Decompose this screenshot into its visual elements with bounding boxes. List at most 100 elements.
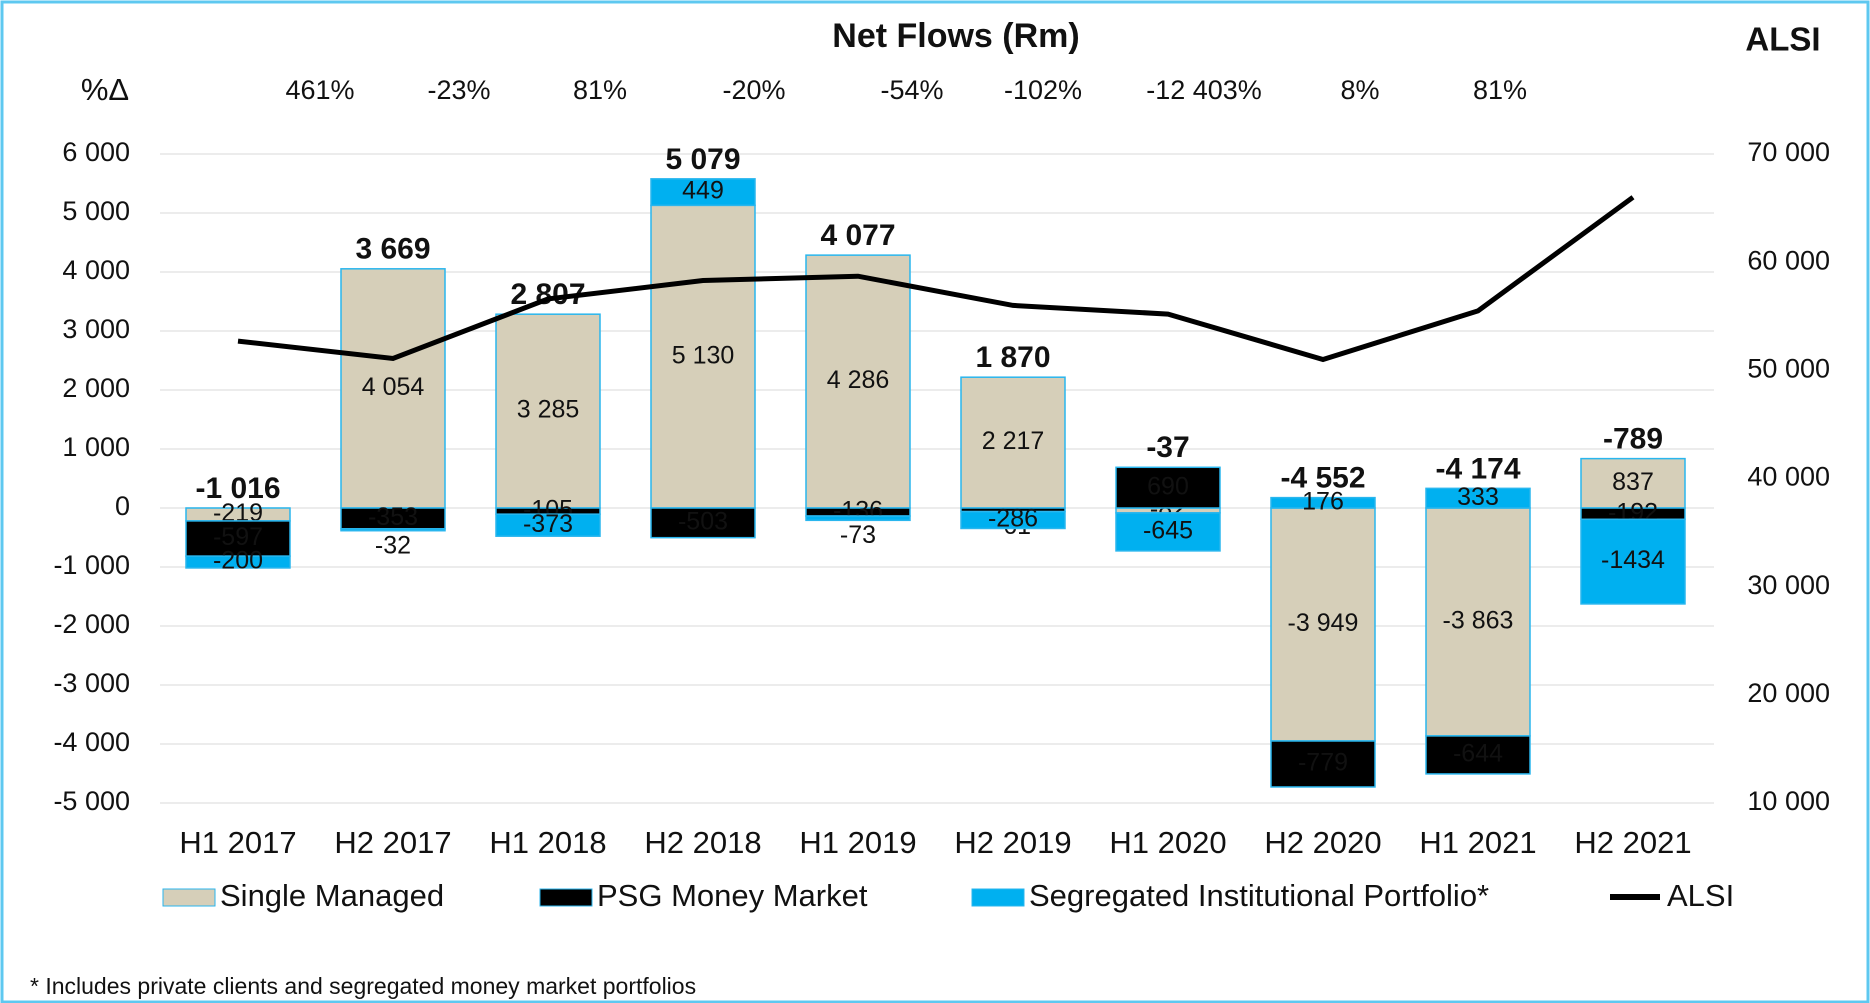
total-label: -1 016 (195, 472, 280, 505)
value-label: -32 (375, 531, 411, 559)
bar-segment (185, 555, 291, 569)
value-label: -3 949 (1288, 609, 1359, 637)
value-label: -1434 (1601, 546, 1665, 574)
bar-segment (1580, 457, 1686, 509)
y-tick-label: -2 000 (53, 609, 130, 639)
value-label: 690 (1147, 472, 1189, 500)
y-tick-label: -4 000 (53, 727, 130, 757)
y-tick-label: 0 (115, 491, 130, 521)
value-label: -73 (840, 521, 876, 549)
y-axis-label: %Δ (81, 72, 129, 107)
pct-change-label: -12 403% (1146, 75, 1262, 105)
total-label: -789 (1603, 423, 1663, 456)
value-label: -597 (213, 523, 263, 551)
x-tick-label: H2 2020 (1264, 825, 1381, 860)
y-tick-label: 2 000 (62, 373, 130, 403)
bar-segment (805, 254, 911, 509)
bar-segment (650, 507, 756, 539)
value-label: -645 (1143, 516, 1193, 544)
chart-title: Net Flows (Rm) (832, 17, 1079, 55)
y-tick-label: 5 000 (62, 196, 130, 226)
value-label: 333 (1457, 483, 1499, 511)
value-label: 4 286 (827, 366, 890, 394)
value-label: 176 (1302, 487, 1344, 515)
footnote: * Includes private clients and segregate… (30, 973, 696, 999)
legend-label: Single Managed (220, 878, 444, 913)
total-label: -37 (1146, 431, 1189, 464)
y2-tick-label: 30 000 (1747, 570, 1830, 600)
value-label: -353 (368, 503, 418, 531)
pct-change-label: 81% (573, 75, 627, 105)
pct-change-label: 461% (285, 75, 354, 105)
legend-label: Segregated Institutional Portfolio* (1029, 878, 1489, 913)
bar-segment (650, 178, 756, 207)
bar-segment (1270, 496, 1376, 509)
total-label: -4 174 (1435, 452, 1520, 485)
x-tick-label: H1 2018 (489, 825, 606, 860)
bar-segment (1580, 518, 1686, 605)
value-label: 449 (682, 177, 724, 205)
y-tick-label: -5 000 (53, 786, 130, 816)
total-label: 5 079 (665, 143, 740, 176)
y2-tick-label: 50 000 (1747, 353, 1830, 383)
value-label: -200 (213, 547, 263, 575)
bar-segment (960, 510, 1066, 530)
y2-tick-label: 40 000 (1747, 462, 1830, 492)
total-label: 4 077 (820, 219, 895, 252)
bar-segment (495, 513, 601, 537)
value-label: -3 863 (1443, 607, 1514, 635)
bar-segment (1425, 487, 1531, 509)
bar-segment (185, 520, 291, 557)
value-label: 3 285 (517, 396, 580, 424)
pct-change-label: -54% (880, 75, 943, 105)
y-tick-label: -1 000 (53, 550, 130, 580)
y2-tick-label: 70 000 (1747, 137, 1830, 167)
x-tick-label: H2 2018 (644, 825, 761, 860)
alsi-line (237, 195, 1635, 363)
bar-segment (1115, 466, 1221, 509)
total-label: 1 870 (975, 341, 1050, 374)
value-label: -644 (1453, 740, 1503, 768)
value-label: 2 217 (982, 427, 1045, 455)
bar-segment (495, 313, 601, 509)
y2-tick-label: 20 000 (1747, 678, 1830, 708)
pct-change-label: 81% (1473, 75, 1527, 105)
bar-segment (340, 268, 446, 509)
x-tick-label: H2 2019 (954, 825, 1071, 860)
x-tick-label: H1 2021 (1419, 825, 1536, 860)
bar-segment (1270, 507, 1376, 742)
value-label: -286 (988, 505, 1038, 533)
x-tick-label: H1 2017 (179, 825, 296, 860)
x-tick-label: H1 2019 (799, 825, 916, 860)
bar-segment (1425, 735, 1531, 775)
value-label: -779 (1298, 749, 1348, 777)
bar-segment (650, 204, 756, 509)
y2-tick-label: 60 000 (1747, 245, 1830, 275)
y-tick-label: 3 000 (62, 314, 130, 344)
value-label: 5 130 (672, 341, 735, 369)
value-label: -503 (678, 507, 728, 535)
legend-label: ALSI (1667, 878, 1734, 913)
bar-segment (1425, 507, 1531, 737)
value-label: 4 054 (362, 373, 425, 401)
legend-label: PSG Money Market (597, 878, 868, 913)
bar-segment (1270, 740, 1376, 788)
bar-segment (1115, 512, 1221, 552)
y-tick-label: 4 000 (62, 255, 130, 285)
value-label: 837 (1612, 468, 1654, 496)
pct-change-label: -23% (427, 75, 490, 105)
legend-swatch (971, 888, 1025, 907)
x-tick-label: H1 2020 (1109, 825, 1226, 860)
bar-segment (340, 528, 446, 532)
y-tick-label: -3 000 (53, 668, 130, 698)
total-label: -4 552 (1280, 462, 1365, 495)
y-tick-label: 1 000 (62, 432, 130, 462)
y2-axis-label: ALSI (1745, 21, 1820, 58)
legend-swatch (162, 888, 216, 907)
value-label: -373 (523, 510, 573, 538)
legend-swatch (539, 888, 593, 907)
y-tick-label: 6 000 (62, 137, 130, 167)
bar-segment (960, 376, 1066, 509)
